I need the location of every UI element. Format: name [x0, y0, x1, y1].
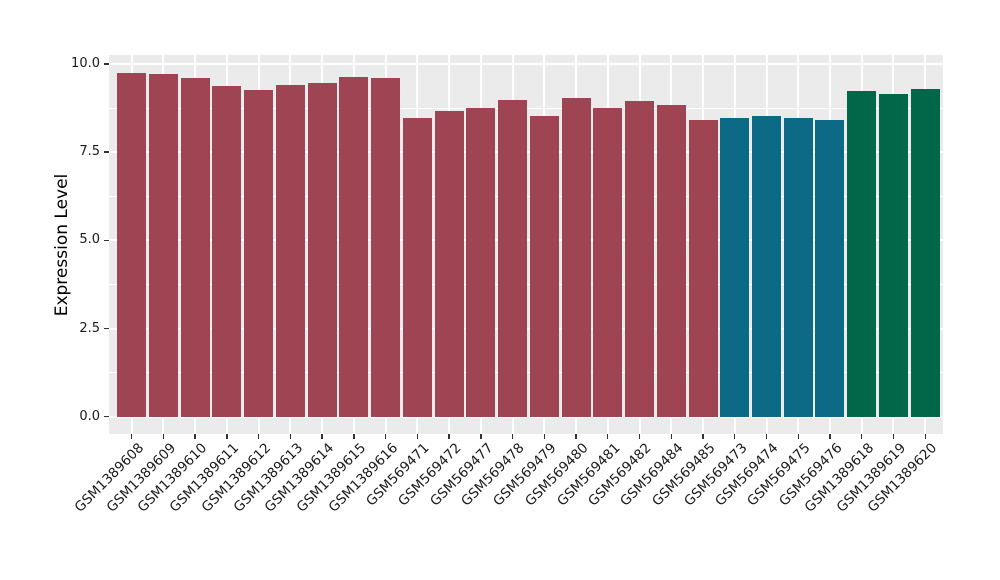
x-tick-mark — [194, 434, 196, 439]
bar — [212, 86, 242, 417]
x-tick-mark — [829, 434, 831, 439]
bar — [371, 78, 401, 417]
bar — [117, 73, 147, 417]
y-tick-mark — [104, 327, 109, 330]
x-tick-mark — [480, 434, 482, 439]
x-tick-mark — [543, 434, 545, 439]
x-tick-mark — [448, 434, 450, 439]
x-tick-mark — [321, 434, 323, 439]
x-tick-mark — [765, 434, 768, 439]
x-tick-mark — [702, 434, 704, 439]
y-tick-mark — [104, 416, 109, 418]
bar — [561, 97, 591, 417]
y-tick-mark — [104, 63, 109, 65]
x-tick-mark — [607, 434, 609, 439]
bar — [720, 117, 750, 417]
bar — [688, 120, 718, 417]
bar — [498, 100, 528, 417]
bar — [752, 116, 781, 417]
x-tick-mark — [575, 434, 577, 439]
x-tick-mark — [511, 434, 514, 439]
bar — [244, 90, 274, 417]
bar — [593, 107, 623, 417]
bar — [847, 90, 877, 417]
bar — [307, 82, 337, 417]
x-tick-mark — [289, 434, 292, 439]
bar — [878, 93, 908, 417]
x-tick-mark — [162, 434, 165, 439]
bar — [815, 120, 845, 417]
bar — [434, 110, 464, 417]
y-tick-label: 10.0 — [71, 56, 100, 71]
plot-panel — [109, 55, 943, 434]
x-tick-mark — [797, 434, 799, 439]
y-tick-label: 2.5 — [79, 320, 100, 336]
x-tick-mark — [734, 434, 736, 439]
bar — [625, 100, 655, 417]
x-tick-mark — [892, 434, 895, 439]
major-gridline — [109, 415, 943, 418]
x-tick-mark — [861, 434, 863, 439]
bar — [275, 85, 305, 417]
bar — [783, 117, 813, 417]
bar — [910, 88, 940, 417]
y-tick-label: 0.0 — [79, 408, 100, 424]
bar — [148, 74, 178, 417]
bar — [529, 115, 559, 417]
major-gridline — [109, 63, 943, 65]
bar — [466, 108, 496, 417]
x-tick-mark — [131, 434, 133, 439]
y-tick-label: 5.0 — [79, 232, 100, 248]
x-tick-mark — [353, 434, 355, 439]
x-tick-mark — [638, 434, 641, 439]
x-tick-mark — [226, 434, 228, 439]
y-tick-mark — [104, 239, 109, 242]
y-tick-mark — [104, 151, 109, 153]
x-tick-mark — [384, 434, 387, 439]
bar — [402, 117, 432, 417]
bar — [180, 78, 210, 417]
y-tick-label: 7.5 — [79, 144, 100, 160]
bar — [656, 105, 686, 417]
bar — [339, 77, 369, 417]
x-tick-mark — [670, 434, 672, 439]
x-tick-mark — [416, 434, 419, 439]
x-tick-mark — [257, 434, 260, 439]
x-tick-mark — [924, 434, 926, 439]
